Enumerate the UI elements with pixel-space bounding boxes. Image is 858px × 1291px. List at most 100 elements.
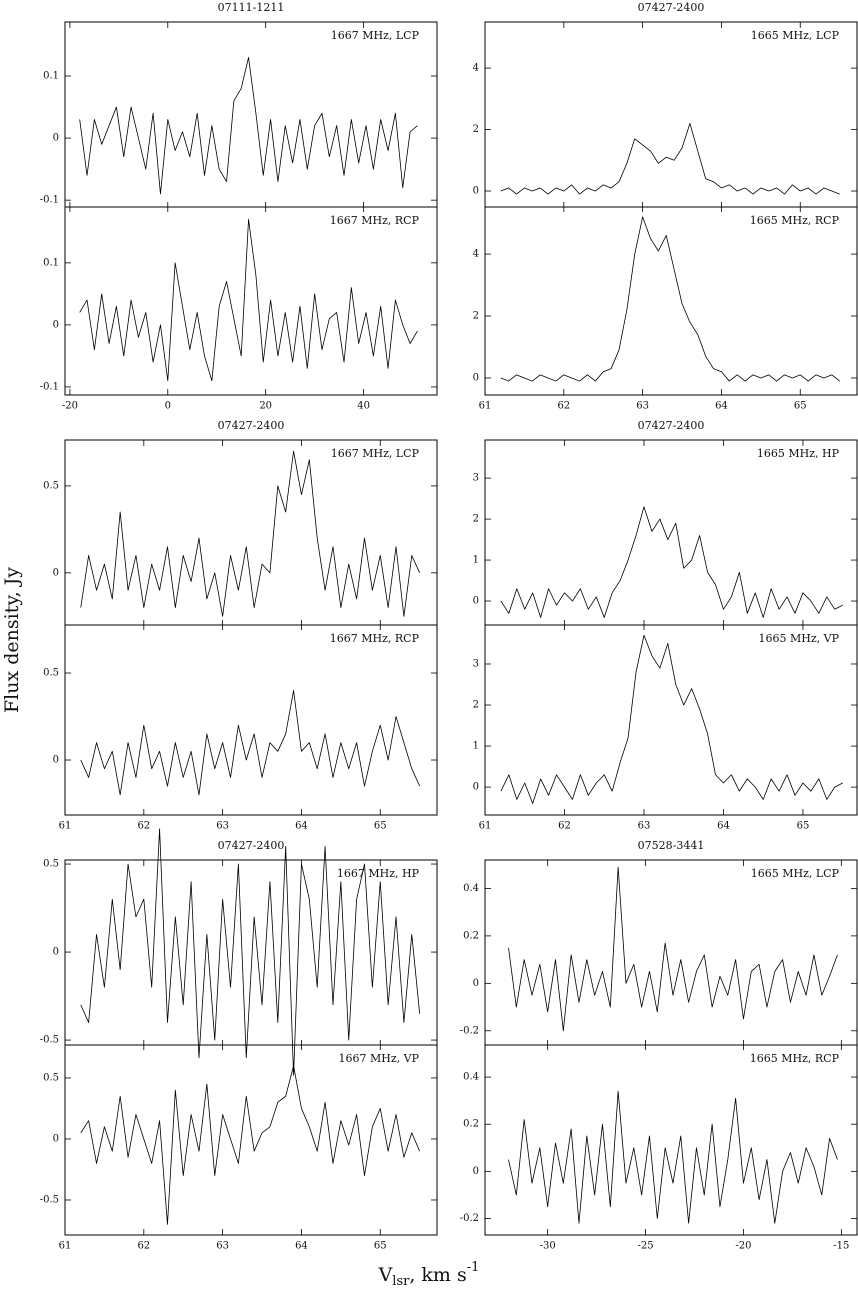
x-axis-label: Vlsr, km s-1 <box>378 1260 480 1289</box>
panel-title: 07427-2400 <box>638 419 705 432</box>
x-tick-label: 61 <box>59 1241 72 1252</box>
x-tick-label: 61 <box>479 401 492 412</box>
x-tick-label: 65 <box>374 821 387 832</box>
y-tick-label: 0 <box>473 372 479 383</box>
y-tick-label: 2 <box>473 700 479 711</box>
x-label-rest: , km s <box>409 1264 466 1286</box>
y-tick-label: 2 <box>473 514 479 525</box>
x-tick-label: 64 <box>295 821 308 832</box>
x-label-sub: lsr <box>392 1274 410 1289</box>
x-tick-label: 62 <box>558 821 571 832</box>
panel-frame <box>484 206 858 396</box>
spectrum-line <box>79 219 418 382</box>
x-tick-label: 63 <box>638 821 651 832</box>
panel-frame <box>64 206 438 396</box>
x-tick-label: 65 <box>797 821 810 832</box>
series-annotation: 1667 MHz, RCP <box>330 632 420 645</box>
series-annotation: 1665 MHz, RCP <box>750 1052 840 1065</box>
panel-frame <box>484 21 858 208</box>
y-tick-label: 0.5 <box>43 668 59 679</box>
series-annotation: 1667 MHz, VP <box>339 1052 420 1065</box>
y-tick-label: 0 <box>53 755 59 766</box>
panel-title: 07427-2400 <box>638 1 705 14</box>
x-tick-label: 20 <box>259 401 272 412</box>
x-tick-label: -25 <box>637 1241 653 1252</box>
y-tick-label: 0.2 <box>463 1119 479 1130</box>
y-tick-label: 2 <box>473 311 479 322</box>
spectrum-line <box>80 828 421 1076</box>
panel-frame <box>484 1044 858 1236</box>
panel-title: 07528-3441 <box>638 839 705 852</box>
x-tick-label: -20 <box>735 1241 751 1252</box>
y-tick-label: 4 <box>473 63 479 74</box>
series-annotation: 1665 MHz, LCP <box>751 867 840 880</box>
x-tick-label: 61 <box>479 821 492 832</box>
spectrum-line <box>80 1065 421 1225</box>
series-annotation: 1665 MHz, RCP <box>750 214 840 227</box>
y-tick-label: 0 <box>473 782 479 793</box>
y-tick-label: 0 <box>53 567 59 578</box>
y-tick-label: -0.1 <box>40 381 59 392</box>
panel-frame <box>64 21 438 208</box>
series-annotation: 1665 MHz, HP <box>757 447 840 460</box>
x-tick-label: 62 <box>557 401 570 412</box>
y-tick-label: 2 <box>473 124 479 135</box>
x-tick-label: -30 <box>540 1241 556 1252</box>
y-tick-label: 3 <box>473 473 479 484</box>
x-tick-label: 0 <box>165 401 171 412</box>
x-label-sup: -1 <box>467 1260 480 1275</box>
y-tick-label: 0 <box>473 186 479 197</box>
panel-title: 07111-1211 <box>218 1 285 14</box>
series-annotation: 1667 MHz, RCP <box>330 214 420 227</box>
x-tick-label: -20 <box>62 401 78 412</box>
y-tick-label: 0.5 <box>43 859 59 870</box>
y-tick-label: 0.2 <box>463 930 479 941</box>
y-tick-label: 0.1 <box>43 71 59 82</box>
spectrum-line <box>500 506 843 618</box>
spectrum-line <box>500 634 843 804</box>
x-label-main: V <box>378 1264 393 1286</box>
x-tick-label: -15 <box>833 1241 849 1252</box>
panel-title: 07427-2400 <box>218 839 285 852</box>
x-tick-label: 62 <box>137 821 150 832</box>
y-tick-label: 0 <box>473 1166 479 1177</box>
panel-frame <box>64 624 438 816</box>
series-annotation: 1667 MHz, LCP <box>331 447 420 460</box>
y-axis-label: Flux density, Jy <box>1 567 23 713</box>
panel-frame <box>64 1044 438 1236</box>
y-tick-label: 0.1 <box>43 257 59 268</box>
spectrum-line <box>79 56 418 195</box>
spectrum-line <box>80 450 421 617</box>
panel-title: 07427-2400 <box>218 419 285 432</box>
panel-frame <box>64 859 438 1046</box>
y-tick-label: -0.5 <box>40 1194 59 1205</box>
y-tick-label: 4 <box>473 249 479 260</box>
y-tick-label: 0 <box>53 947 59 958</box>
y-tick-label: -0.2 <box>460 1213 479 1224</box>
y-tick-label: -0.2 <box>460 1025 479 1036</box>
x-tick-label: 65 <box>374 1241 387 1252</box>
series-annotation: 1667 MHz, LCP <box>331 29 420 42</box>
series-annotation: 1667 MHz, HP <box>337 867 420 880</box>
spectrum-line <box>500 216 840 382</box>
x-tick-label: 64 <box>717 821 730 832</box>
y-tick-label: 0 <box>473 978 479 989</box>
spectrum-line <box>500 123 840 195</box>
panel-frame <box>484 624 858 816</box>
x-tick-label: 63 <box>636 401 649 412</box>
y-tick-label: 0.5 <box>43 1072 59 1083</box>
y-tick-label: 0 <box>53 133 59 144</box>
x-tick-label: 63 <box>216 1241 229 1252</box>
x-tick-label: 40 <box>357 401 370 412</box>
y-tick-label: 0 <box>53 319 59 330</box>
x-tick-label: 62 <box>137 1241 150 1252</box>
y-tick-label: 0.5 <box>43 480 59 491</box>
y-tick-label: 0 <box>473 596 479 607</box>
y-tick-label: -0.5 <box>40 1035 59 1046</box>
panel-frame <box>64 439 438 626</box>
y-tick-label: 0 <box>53 1133 59 1144</box>
spectrum-line <box>508 1090 838 1224</box>
x-tick-label: 64 <box>715 401 728 412</box>
y-tick-label: 1 <box>473 555 479 566</box>
